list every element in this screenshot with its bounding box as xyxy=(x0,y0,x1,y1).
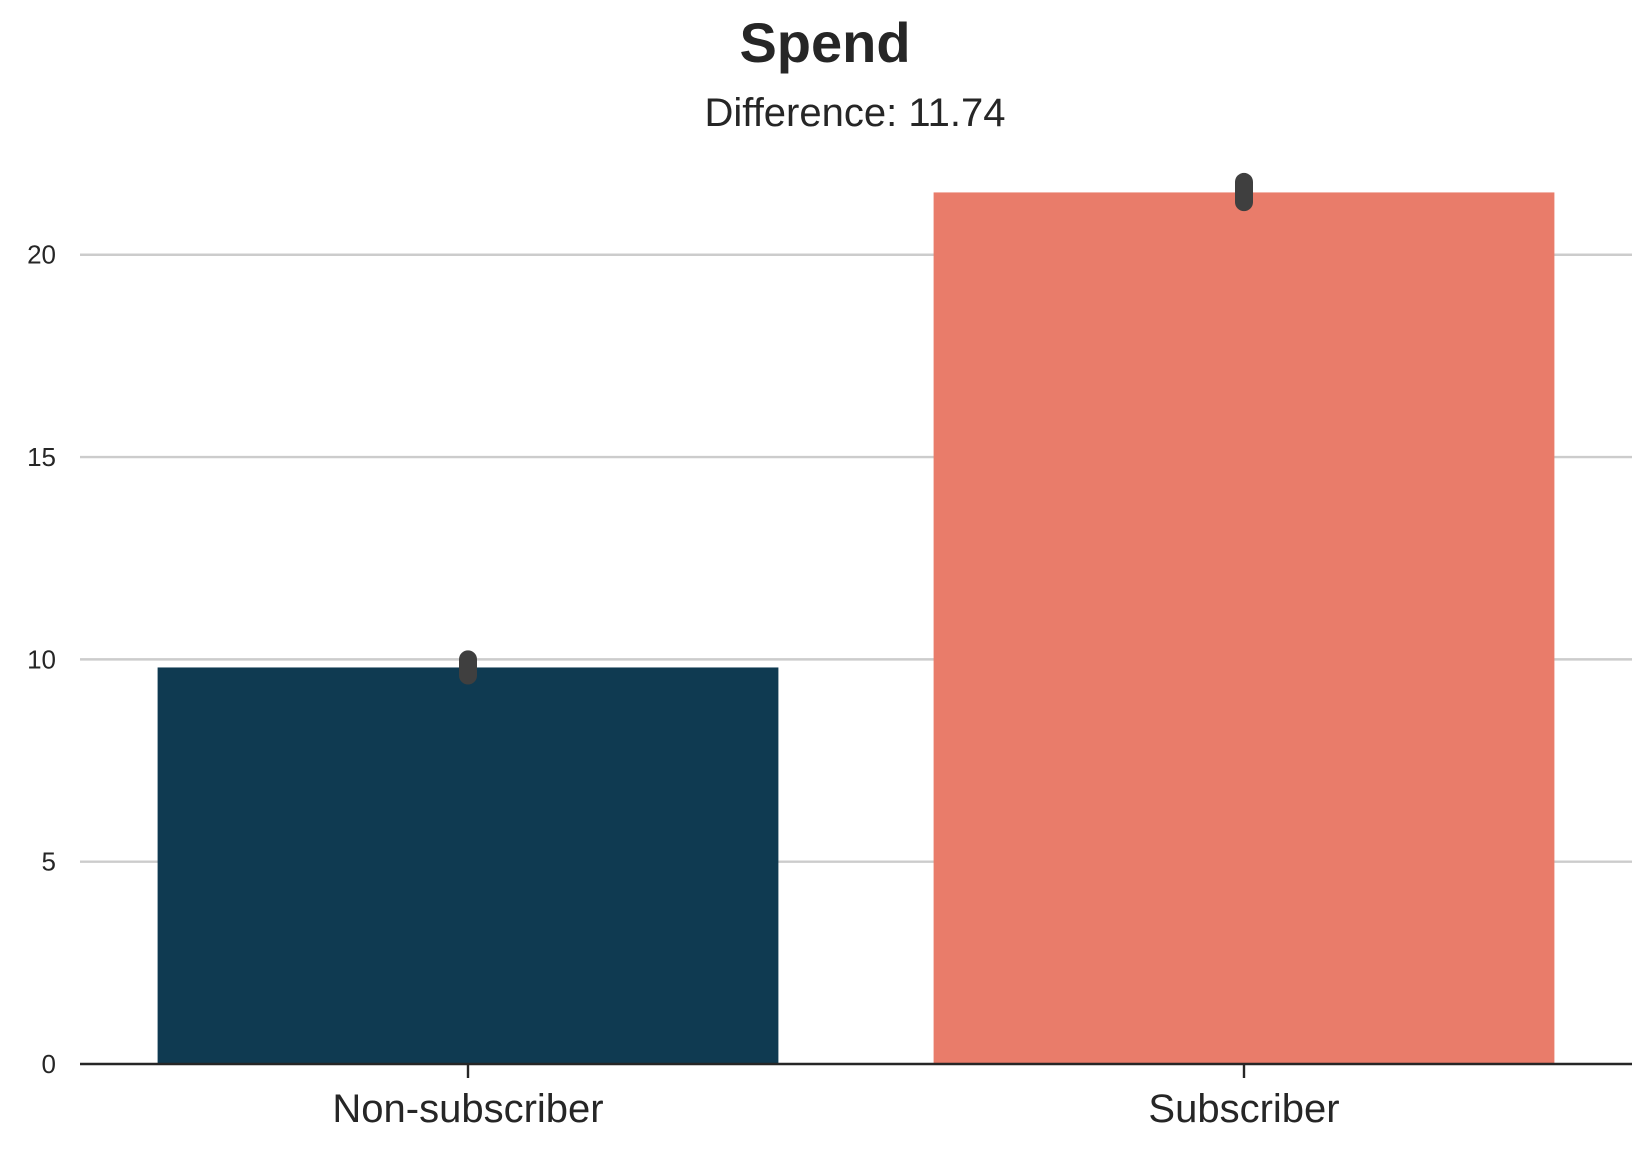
y-tick-label: 10 xyxy=(27,644,56,674)
bar-1 xyxy=(933,192,1555,1064)
y-tick-label: 0 xyxy=(42,1049,56,1079)
y-tick-labels: 0 5 10 15 20 xyxy=(27,240,56,1079)
x-tick-label: Non-subscriber xyxy=(332,1087,603,1131)
x-tick-labels: Non-subscriber Subscriber xyxy=(332,1087,1339,1131)
chart-title: Spend xyxy=(739,11,911,74)
bar-0 xyxy=(157,667,779,1064)
y-tick-label: 15 xyxy=(27,442,56,472)
y-tick-label: 20 xyxy=(27,240,56,270)
x-tick-label: Subscriber xyxy=(1148,1087,1339,1131)
chart-subtitle: Difference: 11.74 xyxy=(704,91,1006,135)
error-bars xyxy=(459,172,1253,685)
bars xyxy=(157,192,1555,1064)
y-tick-label: 5 xyxy=(42,847,56,877)
axes xyxy=(80,1062,1632,1078)
